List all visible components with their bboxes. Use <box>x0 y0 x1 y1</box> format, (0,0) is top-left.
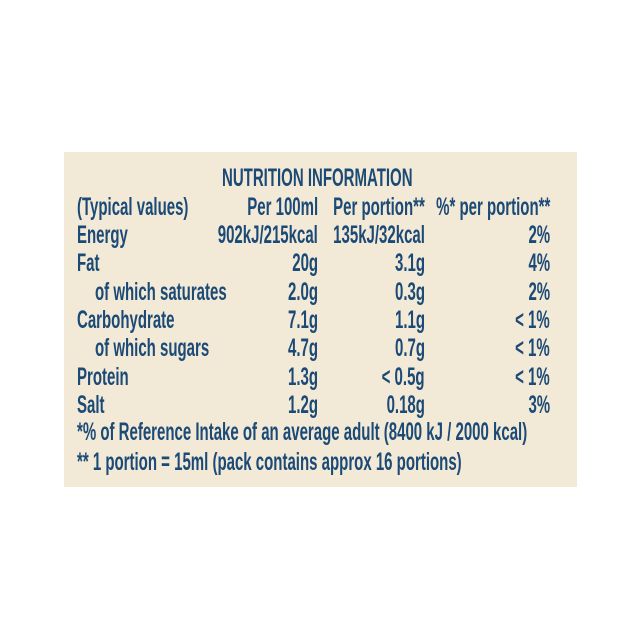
row-ri-percent: < 1% <box>515 334 550 363</box>
row-ri-percent: < 1% <box>515 305 550 334</box>
row-per-portion: 1.1g <box>394 305 425 334</box>
row-per-100ml: 20g <box>292 249 318 278</box>
row-label: Fat <box>77 249 100 278</box>
row-per-100ml: 4.7g <box>287 334 318 363</box>
row-per-100ml: 1.2g <box>287 390 318 419</box>
header-per-portion: Per portion** <box>333 193 425 221</box>
nutrition-panel: NUTRITION INFORMATION (Typical values) P… <box>64 152 577 487</box>
row-label: Energy <box>77 221 128 249</box>
row-label: Protein <box>77 362 129 391</box>
row-per-portion: 0.3g <box>394 277 425 306</box>
row-ri-percent: < 1% <box>515 362 550 391</box>
row-per-portion: 0.18g <box>386 390 425 419</box>
row-per-100ml: 902kJ/215kcal <box>217 221 318 249</box>
row-per-portion: 135kJ/32kcal <box>333 221 425 249</box>
row-per-100ml: 2.0g <box>287 277 318 306</box>
row-ri-percent: 2% <box>528 221 550 249</box>
row-ri-percent: 2% <box>528 277 550 306</box>
row-label: Carbohydrate <box>77 305 175 334</box>
row-per-100ml: 7.1g <box>287 305 318 334</box>
row-per-portion: < 0.5g <box>382 362 425 391</box>
header-ri-per-portion: %* per portion** <box>435 193 550 221</box>
nutrition-title: NUTRITION INFORMATION <box>222 164 413 192</box>
footnote-portion-size: ** 1 portion = 15ml (pack contains appro… <box>77 448 462 476</box>
row-label: Salt <box>77 390 105 419</box>
footnote-reference-intake: *% of Reference Intake of an average adu… <box>77 418 528 446</box>
row-ri-percent: 3% <box>528 390 550 419</box>
header-typical-values: (Typical values) <box>77 193 189 221</box>
row-label: of which saturates <box>95 277 227 306</box>
row-per-portion: 0.7g <box>394 334 425 363</box>
row-per-portion: 3.1g <box>394 249 425 278</box>
header-per-100ml: Per 100ml <box>247 193 318 221</box>
row-label: of which sugars <box>95 334 210 363</box>
row-ri-percent: 4% <box>528 249 550 278</box>
row-per-100ml: 1.3g <box>287 362 318 391</box>
